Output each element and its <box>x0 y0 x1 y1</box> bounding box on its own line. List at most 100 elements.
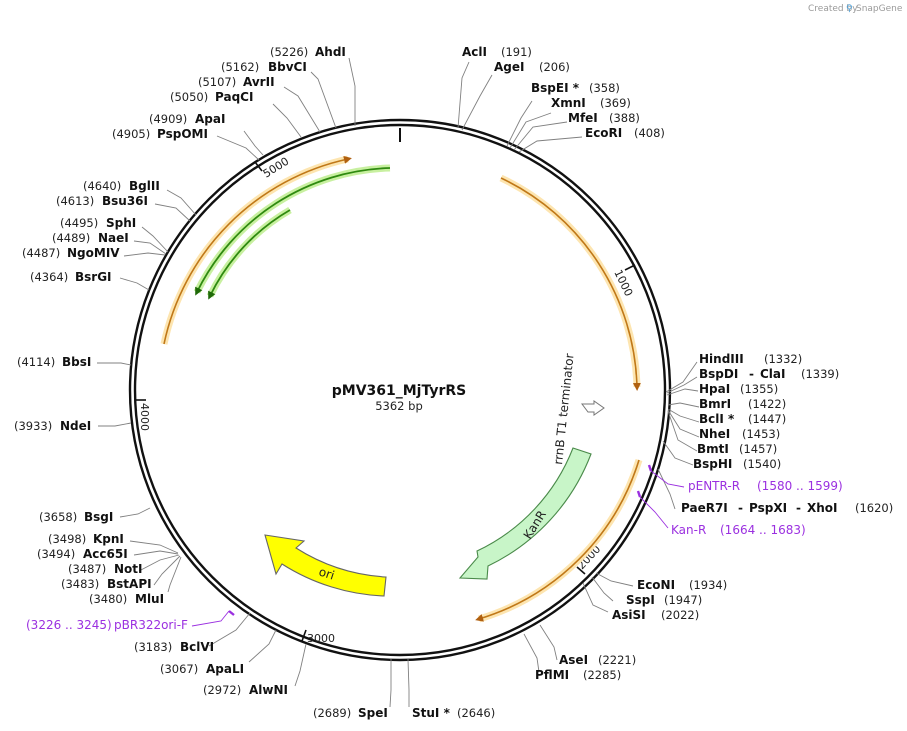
credit-brand: SnapGene <box>856 4 903 14</box>
svg-text:StuI *: StuI * <box>412 706 451 720</box>
svg-text:(369): (369) <box>600 96 631 110</box>
site-noti: (3487) NotI <box>68 562 143 576</box>
svg-text:(191): (191) <box>501 45 532 59</box>
site-avrii: (5107) AvrII <box>198 75 275 89</box>
site-apali: (3067) ApaLI <box>160 662 244 676</box>
site-paer7i-pspxi-xhoi: PaeR7I - PspXI - XhoI (1620) <box>681 501 893 515</box>
orf-lower-arrow <box>475 459 640 622</box>
primer-labels: pENTR-R (1580 .. 1599) Kan-R (1664 .. 1683… <box>26 479 843 632</box>
svg-text:NgoMIV: NgoMIV <box>67 246 120 260</box>
site-stui: StuI * (2646) <box>412 706 495 720</box>
svg-text:XmnI: XmnI <box>551 96 586 110</box>
svg-text:SspI: SspI <box>626 593 655 607</box>
tick-3000: 3000 <box>307 632 335 645</box>
svg-text:Acc65I: Acc65I <box>83 547 128 561</box>
ori-label: ori <box>317 565 336 583</box>
svg-text:BmrI: BmrI <box>699 397 731 411</box>
svg-text:AsiSI: AsiSI <box>612 608 646 622</box>
orf-right-arrow <box>500 177 641 391</box>
svg-text:(3183): (3183) <box>134 640 172 654</box>
svg-text:(5050): (5050) <box>170 90 208 104</box>
snapgene-icon: ⚲ <box>846 4 853 14</box>
svg-text:EcoNI: EcoNI <box>637 578 675 592</box>
primer-marks <box>191 464 685 627</box>
svg-text:NdeI: NdeI <box>60 419 91 433</box>
site-sspi: SspI (1947) <box>626 593 702 607</box>
svg-text:BsgI: BsgI <box>84 510 113 524</box>
svg-text:(1664 .. 1683): (1664 .. 1683) <box>720 523 806 537</box>
svg-text:HpaI: HpaI <box>699 382 730 396</box>
site-ecori: EcoRI (408) <box>585 126 665 140</box>
svg-text:NheI: NheI <box>699 427 730 441</box>
svg-text:(4489): (4489) <box>52 231 90 245</box>
svg-text:BspEI *: BspEI * <box>531 81 580 95</box>
svg-text:(2972): (2972) <box>203 683 241 697</box>
svg-text:(4487): (4487) <box>22 246 60 260</box>
credit-text: Created by <box>808 4 858 14</box>
svg-text:(5162): (5162) <box>221 60 259 74</box>
site-asei: AseI (2221) <box>559 653 636 667</box>
site-bmti: BmtI (1457) <box>697 442 777 456</box>
site-bmri: BmrI (1422) <box>699 397 786 411</box>
svg-text:PflMI: PflMI <box>535 668 569 682</box>
svg-text:BclI *: BclI * <box>699 412 735 426</box>
svg-text:(1580 .. 1599): (1580 .. 1599) <box>757 479 843 493</box>
svg-text:(4364): (4364) <box>30 270 68 284</box>
svg-text:(3480): (3480) <box>89 592 127 606</box>
svg-text:(388): (388) <box>609 111 640 125</box>
svg-text:(206): (206) <box>539 60 570 74</box>
svg-text:BsrGI: BsrGI <box>75 270 112 284</box>
svg-text:PspOMI: PspOMI <box>157 127 208 141</box>
svg-text:(4114): (4114) <box>17 355 55 369</box>
site-naei: (4489) NaeI <box>52 231 129 245</box>
svg-text:Kan-R: Kan-R <box>671 523 706 537</box>
svg-text:(1947): (1947) <box>664 593 702 607</box>
svg-text:AclI: AclI <box>462 45 487 59</box>
primer-kanr: Kan-R (1664 .. 1683) <box>671 523 806 537</box>
svg-text:pENTR-R: pENTR-R <box>688 479 740 493</box>
tick-4000: 4000 <box>138 403 151 431</box>
site-labels: (5226) AhdI (5162) BbvCI (5107) AvrII (5050… <box>14 45 893 720</box>
site-nhei: NheI (1453) <box>699 427 780 441</box>
svg-text:SpeI: SpeI <box>358 706 388 720</box>
plasmid-name: pMV361_MjTyrRS <box>332 383 467 399</box>
svg-text:(1422): (1422) <box>748 397 786 411</box>
site-xmni: XmnI (369) <box>551 96 631 110</box>
svg-text:(3483): (3483) <box>61 577 99 591</box>
svg-text:SphI: SphI <box>106 216 136 230</box>
svg-text:(3487): (3487) <box>68 562 106 576</box>
svg-text:(2221): (2221) <box>598 653 636 667</box>
tick-5000: 5000 <box>261 155 292 181</box>
plasmid-title: pMV361_MjTyrRS 5362 bp <box>332 383 467 413</box>
primer-pbr322: (3226 .. 3245) pBR322ori-F <box>26 618 188 632</box>
svg-text:-: - <box>749 367 754 381</box>
svg-text:XhoI: XhoI <box>807 501 838 515</box>
svg-text:AvrII: AvrII <box>243 75 275 89</box>
green-orf-outer <box>195 167 391 296</box>
site-mlui: (3480) MluI <box>89 592 164 606</box>
site-paqci: (5050) PaqCI <box>170 90 253 104</box>
svg-text:(4640): (4640) <box>83 179 121 193</box>
svg-text:(1453): (1453) <box>742 427 780 441</box>
site-apai: (4909) ApaI <box>149 112 225 126</box>
svg-text:(4495): (4495) <box>60 216 98 230</box>
site-bspei: BspEI * (358) <box>531 81 620 95</box>
site-ndei: (3933) NdeI <box>14 419 91 433</box>
svg-text:(3226 .. 3245): (3226 .. 3245) <box>26 618 112 632</box>
terminator-feature <box>581 400 605 416</box>
svg-text:(4909): (4909) <box>149 112 187 126</box>
svg-text:(3658): (3658) <box>39 510 77 524</box>
svg-text:ApaLI: ApaLI <box>206 662 244 676</box>
svg-text:(2689): (2689) <box>313 706 351 720</box>
kanr-feature <box>458 447 592 580</box>
site-bglii: (4640) BglII <box>83 179 160 193</box>
svg-text:(1457): (1457) <box>739 442 777 456</box>
svg-text:Bsu36I: Bsu36I <box>102 194 148 208</box>
svg-text:AseI: AseI <box>559 653 588 667</box>
site-bsrgi: (4364) BsrGI <box>30 270 112 284</box>
svg-text:(3498): (3498) <box>48 532 86 546</box>
site-bclvi: (3183) BclVI <box>134 640 214 654</box>
svg-text:BstAPI: BstAPI <box>107 577 152 591</box>
